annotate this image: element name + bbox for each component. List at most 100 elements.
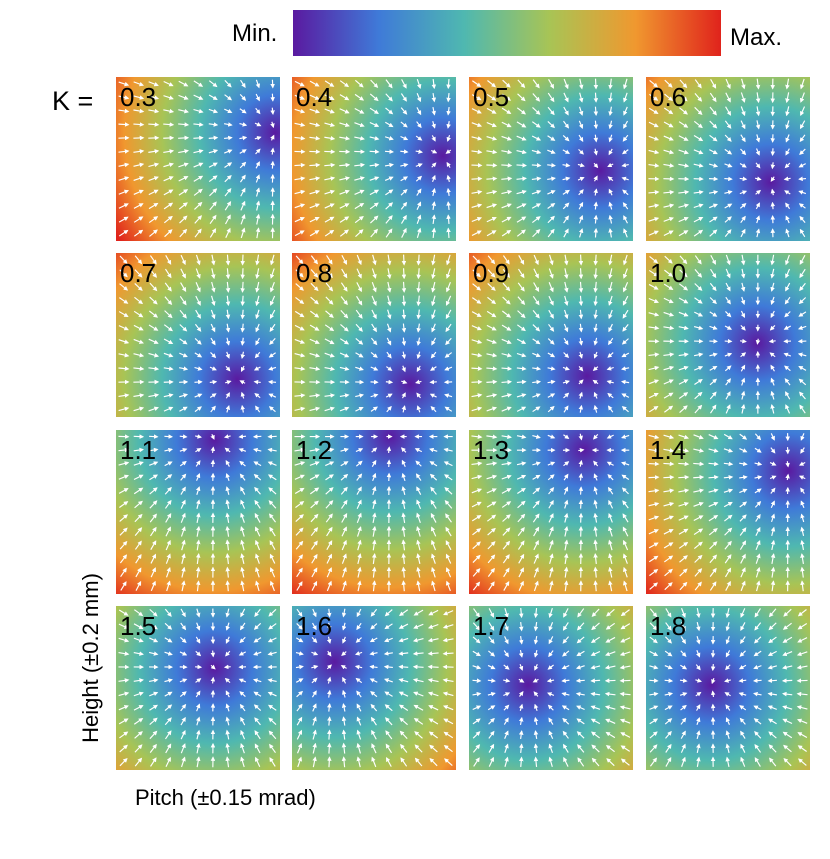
gradient-arrow bbox=[663, 217, 674, 222]
gradient-arrow bbox=[664, 79, 673, 88]
gradient-arrow bbox=[255, 161, 260, 169]
gradient-arrow bbox=[224, 94, 233, 101]
colorbar bbox=[293, 10, 721, 56]
gradient-arrow bbox=[239, 380, 246, 385]
gradient-arrow bbox=[799, 215, 806, 223]
gradient-arrow bbox=[648, 135, 660, 141]
gradient-arrow bbox=[516, 121, 527, 128]
gradient-arrow bbox=[268, 393, 277, 398]
gradient-arrow bbox=[148, 324, 159, 331]
gradient-arrow bbox=[709, 106, 717, 116]
gradient-arrow bbox=[740, 92, 746, 103]
x-axis-label: Pitch (±0.15 mrad) bbox=[135, 785, 316, 810]
y-axis-label: Height (±0.2 mm) bbox=[78, 573, 103, 743]
gradient-arrow bbox=[339, 162, 351, 168]
gradient-arrow bbox=[623, 120, 629, 129]
gradient-arrow bbox=[134, 255, 143, 265]
gradient-arrow bbox=[518, 756, 524, 767]
gradient-arrow bbox=[208, 108, 219, 114]
gradient-arrow bbox=[593, 120, 599, 130]
gradient-arrow bbox=[255, 174, 260, 183]
gradient-arrow bbox=[179, 296, 187, 306]
gradient-arrow bbox=[210, 352, 217, 359]
gradient-arrow bbox=[442, 651, 454, 656]
gradient-arrow bbox=[327, 729, 332, 740]
gradient-arrow bbox=[622, 202, 629, 210]
gradient-arrow bbox=[739, 163, 747, 168]
gradient-arrow bbox=[608, 214, 613, 224]
gradient-arrow bbox=[339, 122, 350, 128]
gradient-arrow bbox=[431, 162, 437, 168]
gradient-arrow bbox=[401, 295, 407, 307]
gradient-arrow bbox=[400, 201, 408, 210]
gradient-arrow bbox=[739, 176, 748, 182]
gradient-arrow bbox=[269, 337, 276, 345]
gradient-arrow bbox=[224, 135, 233, 141]
gradient-arrow bbox=[179, 215, 188, 224]
panel-k-label: 1.8 bbox=[650, 611, 687, 641]
gradient-arrow bbox=[210, 323, 216, 333]
gradient-arrow bbox=[268, 352, 276, 358]
gradient-arrow bbox=[178, 176, 189, 182]
gradient-arrow bbox=[562, 176, 571, 182]
gradient-arrow bbox=[622, 189, 629, 196]
gradient-arrow bbox=[255, 93, 260, 102]
gradient-arrow bbox=[578, 92, 584, 103]
gradient-arrow bbox=[446, 201, 451, 210]
gradient-arrow bbox=[339, 136, 351, 141]
gradient-arrow bbox=[369, 149, 380, 154]
gradient-arrow bbox=[785, 148, 790, 156]
gradient-arrow bbox=[164, 310, 173, 319]
gradient-arrow bbox=[471, 149, 483, 155]
gradient-arrow bbox=[133, 149, 145, 154]
gradient-arrow bbox=[118, 325, 129, 331]
gradient-arrow bbox=[487, 678, 496, 683]
gradient-arrow bbox=[532, 79, 540, 89]
gradient-arrow bbox=[309, 135, 321, 141]
gradient-arrow bbox=[178, 94, 189, 100]
gradient-arrow bbox=[785, 120, 790, 130]
gradient-arrow bbox=[593, 188, 598, 196]
gradient-arrow bbox=[429, 379, 437, 385]
gradient-arrow bbox=[225, 309, 231, 320]
gradient-arrow bbox=[178, 122, 190, 127]
gradient-arrow bbox=[446, 187, 451, 196]
heatmap-panel: 1.3 bbox=[469, 430, 633, 594]
gradient-arrow bbox=[224, 175, 232, 183]
panel-k-label: 1.5 bbox=[120, 611, 157, 641]
gradient-arrow bbox=[431, 79, 437, 90]
gradient-arrow bbox=[724, 229, 732, 237]
gradient-arrow bbox=[269, 268, 275, 279]
gradient-arrow bbox=[547, 228, 555, 238]
gradient-arrow bbox=[209, 228, 217, 238]
gradient-arrow bbox=[679, 93, 688, 102]
gradient-arrow bbox=[163, 406, 174, 412]
gradient-arrow bbox=[208, 122, 219, 127]
gradient-arrow bbox=[431, 227, 437, 238]
gradient-arrow bbox=[133, 108, 145, 114]
gradient-arrow bbox=[563, 228, 569, 238]
gradient-arrow bbox=[416, 93, 422, 103]
gradient-arrow bbox=[416, 227, 422, 238]
gradient-arrow bbox=[578, 228, 584, 238]
panel-k-label: 0.3 bbox=[120, 82, 157, 112]
gradient-arrow bbox=[401, 268, 407, 280]
heatmap-panel: 1.8 bbox=[646, 606, 810, 770]
gradient-arrow bbox=[180, 268, 186, 279]
gradient-arrow bbox=[163, 324, 173, 332]
gradient-arrow bbox=[800, 106, 806, 117]
gradient-arrow bbox=[693, 135, 704, 142]
gradient-arrow bbox=[400, 149, 409, 154]
gradient-arrow bbox=[693, 475, 705, 480]
gradient-arrow bbox=[118, 203, 129, 209]
gradient-arrow bbox=[678, 149, 689, 155]
gradient-arrow bbox=[517, 79, 526, 89]
gradient-arrow bbox=[678, 475, 690, 480]
heatmap-panel: 0.7 bbox=[116, 253, 280, 417]
gradient-arrow bbox=[324, 94, 335, 100]
gradient-arrow bbox=[741, 78, 746, 90]
gradient-arrow bbox=[270, 147, 275, 155]
gradient-arrow bbox=[501, 229, 512, 237]
gradient-arrow bbox=[799, 148, 806, 155]
gradient-arrow bbox=[163, 352, 174, 358]
